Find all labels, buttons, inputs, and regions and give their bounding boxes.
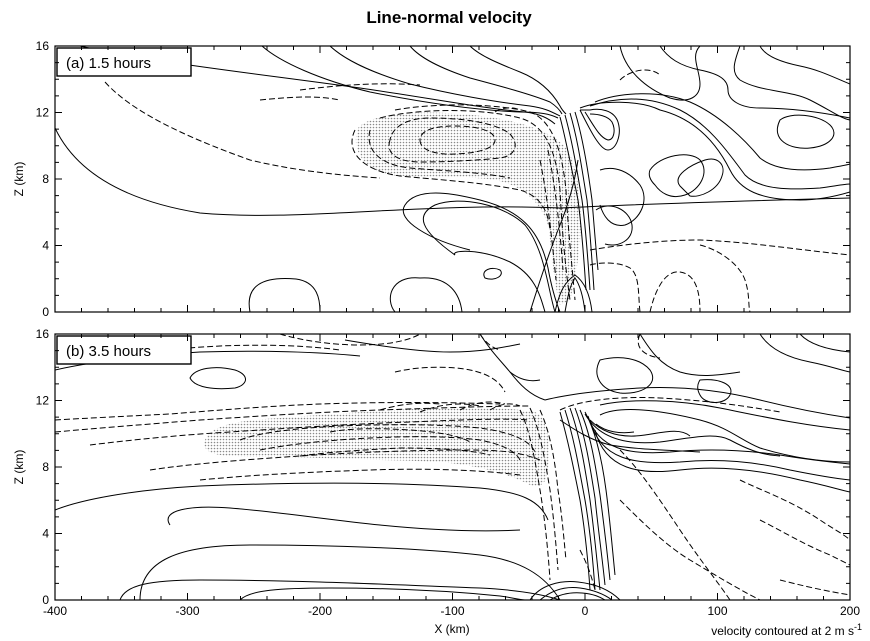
panel-b-ytick-label: 4	[42, 527, 49, 541]
panel-b-label-box	[56, 335, 192, 365]
panel-a-negative-contours	[104, 69, 850, 312]
panel-b-xtick-label: -200	[308, 604, 332, 618]
panel-a: (a) 1.5 hours 0 4 8 12 16 Z (km)	[12, 39, 851, 319]
panel-b-xtick-label: -300	[175, 604, 199, 618]
chart-title: Line-normal velocity	[366, 8, 532, 27]
panel-a-ylabel: Z (km)	[12, 162, 26, 197]
contour-interval-exponent: -1	[854, 622, 862, 632]
panel-b-ytick-label: 16	[36, 327, 50, 341]
contour-interval-text: velocity contoured at 2 m s	[711, 624, 854, 638]
panel-a-stipple	[355, 112, 581, 306]
panel-b-ytick-label: 12	[36, 394, 50, 408]
panel-a-positive-contours	[55, 46, 850, 312]
panel-b-stipple	[204, 407, 549, 487]
panel-b-ytick-label: 8	[42, 460, 49, 474]
panel-a-ytick-label: 4	[42, 239, 49, 253]
panel-a-ytick-label: 16	[36, 39, 50, 53]
panel-b-ylabel: Z (km)	[12, 450, 26, 485]
panel-b-negative-contours	[55, 334, 850, 600]
panel-a-ytick-label: 8	[42, 172, 49, 186]
panel-b: (b) 3.5 hours -400 -300 -200 -100 0 100 200 0 4 8…	[12, 327, 860, 636]
panel-b-ytick-label: 0	[42, 593, 49, 607]
contour-interval-note: velocity contoured at 2 m s-1	[711, 622, 862, 638]
panel-a-frame	[54, 45, 851, 313]
panel-b-positive-contours	[55, 334, 850, 600]
panel-b-frame	[54, 333, 851, 601]
panel-b-xtick-label: 200	[840, 604, 860, 618]
panel-a-label: (a) 1.5 hours	[66, 55, 151, 72]
panel-b-xtick-label: 0	[582, 604, 589, 618]
panel-b-xtick-label: -400	[43, 604, 67, 618]
panel-b-label: (b) 3.5 hours	[66, 343, 151, 360]
panel-a-axes: 0 4 8 12 16	[36, 39, 851, 319]
panel-a-label-box	[56, 47, 192, 77]
panel-b-xtick-label: 100	[707, 604, 727, 618]
panel-a-contours	[55, 46, 850, 312]
panel-a-ytick-label: 0	[42, 305, 49, 319]
panel-b-contours	[55, 334, 850, 600]
panel-b-xtick-label: -100	[440, 604, 464, 618]
panel-b-axes: -400 -300 -200 -100 0 100 200 0 4 8 12 16	[36, 327, 861, 618]
panel-a-ytick-label: 12	[36, 106, 50, 120]
x-axis-label: X (km)	[434, 622, 469, 636]
